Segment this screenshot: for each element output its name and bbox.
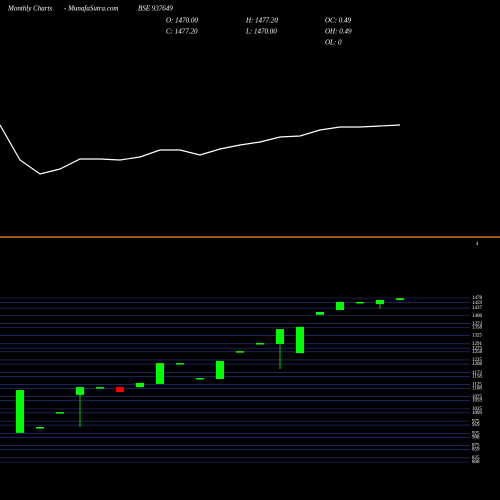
y-tick-label: 1009: [472, 411, 483, 416]
candle-body: [216, 360, 224, 380]
y-tick-label: 1478: [472, 296, 483, 301]
y-tick-label: 1406: [472, 314, 483, 319]
y-tick-label: 959: [472, 423, 480, 428]
y-tick-label: 1258: [472, 350, 483, 355]
chart-title: Monthly Charts: [7, 5, 52, 13]
y-tick-label: 1437: [472, 306, 483, 311]
y-tick-label: 1075: [472, 395, 483, 400]
y-tick-label: 975: [472, 419, 480, 424]
y-tick-label: 908: [472, 436, 480, 441]
ol: OL: 0: [325, 39, 342, 47]
y-tick-label: 1459: [472, 301, 483, 306]
candle-body: [176, 363, 184, 365]
close: C: 1477.20: [166, 28, 198, 36]
y-tick-label: 1273: [472, 346, 483, 351]
y-tick-label: 1325: [472, 334, 483, 339]
site: - MunafaSutra.com: [64, 5, 118, 13]
candle-body: [396, 298, 404, 300]
oh: OH: 0.49: [325, 28, 352, 36]
candle-body: [56, 412, 64, 414]
y-tick-label: 1158: [472, 374, 482, 379]
oc: OC: 0.49: [325, 17, 352, 25]
candle-body: [36, 426, 44, 429]
candle-body: [76, 387, 84, 395]
y-tick-label: 1208: [472, 362, 483, 367]
y-tick-label: 1291: [472, 342, 483, 347]
candle-body: [96, 387, 104, 389]
panel-label: 4: [476, 242, 479, 247]
candle-body: [356, 301, 364, 304]
high: H: 1477.20: [245, 17, 278, 25]
candle-body: [376, 299, 384, 305]
candle-body: [16, 390, 24, 433]
y-tick-label: 875: [472, 444, 480, 449]
candle-body: [136, 382, 144, 388]
candle-body: [276, 329, 284, 345]
y-tick-label: 1373: [472, 322, 483, 327]
candle-body: [256, 343, 264, 345]
y-tick-label: 925: [472, 432, 480, 437]
y-tick-label: 859: [472, 448, 480, 453]
candle-body: [196, 378, 204, 380]
open: O: 1470.00: [166, 17, 198, 25]
y-tick-label: 1125: [472, 383, 482, 388]
y-tick-label: 825: [472, 456, 480, 461]
low: L: 1470.00: [245, 28, 277, 36]
candle-body: [316, 311, 324, 315]
indicator-line: [0, 124, 401, 175]
candle-body: [156, 363, 164, 384]
y-tick-label: 1225: [472, 358, 483, 363]
y-tick-label: 1358: [472, 326, 483, 331]
candle-body: [336, 301, 344, 310]
candle-body: [116, 387, 124, 392]
y-tick-label: 808: [472, 460, 480, 465]
y-tick-label: 1059: [472, 399, 483, 404]
y-tick-label: 1025: [472, 407, 483, 412]
candle-body: [236, 351, 244, 353]
y-tick-label: 1108: [472, 387, 482, 392]
symbol: BSE 937649: [138, 5, 173, 13]
y-tick-label: 1173: [472, 371, 482, 376]
candle-body: [296, 326, 304, 354]
